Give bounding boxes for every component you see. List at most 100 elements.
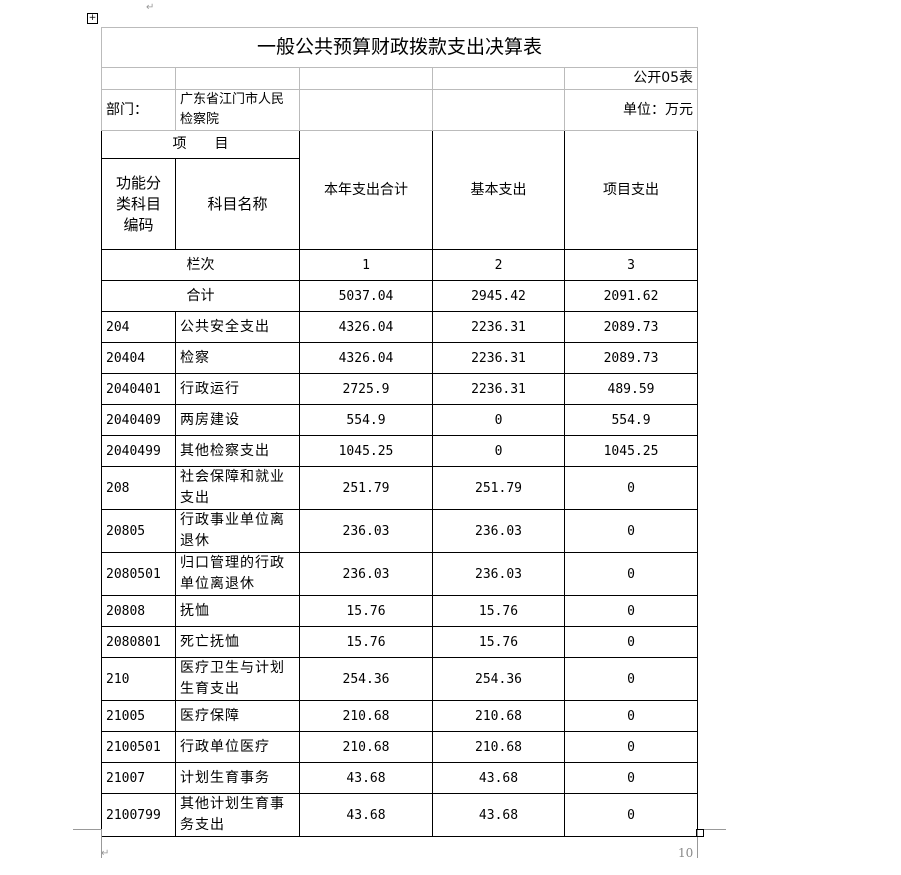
basic-cell: 15.76 <box>432 626 565 658</box>
paragraph-mark: ↵ <box>101 848 110 859</box>
table-move-handle[interactable]: + <box>87 13 98 24</box>
table-resize-handle[interactable] <box>696 829 704 837</box>
code-cell: 20404 <box>101 342 176 374</box>
project-cell: 2089.73 <box>563 342 699 374</box>
total-cell: 210.68 <box>299 731 433 763</box>
project-cell: 0 <box>563 626 699 658</box>
basic-cell: 0 <box>432 435 565 467</box>
name-cell: 行政运行 <box>175 373 300 405</box>
project-cell: 0 <box>563 595 699 627</box>
name-cell: 死亡抚恤 <box>175 626 300 658</box>
basic-cell: 254.36 <box>432 657 565 701</box>
code-cell: 2040499 <box>101 435 176 467</box>
table-row: 204 公共安全支出 4326.04 2236.31 2089.73 <box>101 311 699 343</box>
code-cell: 208 <box>101 466 176 510</box>
total-cell: 210.68 <box>299 700 433 732</box>
project-cell: 0 <box>563 657 699 701</box>
table-row: 2080801 死亡抚恤 15.76 15.76 0 <box>101 626 699 658</box>
table-row: 210 医疗卫生与计划生育支出 254.36 254.36 0 <box>101 657 699 701</box>
page-corner-right <box>697 829 726 858</box>
table-row: 2040401 行政运行 2725.9 2236.31 489.59 <box>101 373 699 405</box>
basic-cell: 43.68 <box>432 762 565 794</box>
basic-cell: 0 <box>432 404 565 436</box>
code-cell: 20805 <box>101 509 176 553</box>
project-cell: 0 <box>563 762 699 794</box>
table-row: 20404 检察 4326.04 2236.31 2089.73 <box>101 342 699 374</box>
project-cell: 0 <box>563 552 699 596</box>
table-row: 2040499 其他检察支出 1045.25 0 1045.25 <box>101 435 699 467</box>
budget-table: 一般公共预算财政拨款支出决算表 公开05表 部门： 广东省江门市人民检察院 单位：万… <box>100 27 699 837</box>
table-row: 2100799 其他计划生育事务支出 43.68 43.68 0 <box>101 793 699 837</box>
header-basic: 基本支出 <box>432 130 565 250</box>
project-cell: 0 <box>563 700 699 732</box>
header-code: 功能分类科目编码 <box>101 158 176 250</box>
name-cell: 社会保障和就业支出 <box>175 466 300 510</box>
table-row: 208 社会保障和就业支出 251.79 251.79 0 <box>101 466 699 510</box>
code-cell: 21007 <box>101 762 176 794</box>
project-cell: 0 <box>563 731 699 763</box>
project-cell: 0 <box>563 466 699 510</box>
col-index-2: 2 <box>432 249 565 281</box>
page-corner-left <box>73 829 102 858</box>
total-cell: 236.03 <box>299 509 433 553</box>
total-cell: 251.79 <box>299 466 433 510</box>
sum-total: 5037.04 <box>299 280 433 312</box>
basic-cell: 236.03 <box>432 552 565 596</box>
name-cell: 其他计划生育事务支出 <box>175 793 300 837</box>
basic-cell: 251.79 <box>432 466 565 510</box>
basic-cell: 15.76 <box>432 595 565 627</box>
total-cell: 15.76 <box>299 595 433 627</box>
total-cell: 4326.04 <box>299 342 433 374</box>
name-cell: 两房建设 <box>175 404 300 436</box>
basic-cell: 2236.31 <box>432 311 565 343</box>
table-row: 20808 抚恤 15.76 15.76 0 <box>101 595 699 627</box>
total-cell: 43.68 <box>299 793 433 837</box>
table-row: 20805 行政事业单位离退休 236.03 236.03 0 <box>101 509 699 553</box>
table-row: 2080501 归口管理的行政单位离退休 236.03 236.03 0 <box>101 552 699 596</box>
total-cell: 2725.9 <box>299 373 433 405</box>
code-cell: 204 <box>101 311 176 343</box>
project-cell: 554.9 <box>563 404 699 436</box>
project-cell: 0 <box>563 793 699 837</box>
total-cell: 254.36 <box>299 657 433 701</box>
project-cell: 1045.25 <box>563 435 699 467</box>
name-cell: 公共安全支出 <box>175 311 300 343</box>
total-cell: 4326.04 <box>299 311 433 343</box>
project-cell: 489.59 <box>563 373 699 405</box>
header-item: 项 目 <box>101 130 300 159</box>
code-cell: 2080801 <box>101 626 176 658</box>
code-cell: 21005 <box>101 700 176 732</box>
name-cell: 行政单位医疗 <box>175 731 300 763</box>
header-project: 项目支出 <box>563 130 699 250</box>
page-number: 10 <box>678 846 694 860</box>
total-cell: 15.76 <box>299 626 433 658</box>
name-cell: 行政事业单位离退休 <box>175 509 300 553</box>
total-cell: 43.68 <box>299 762 433 794</box>
name-cell: 归口管理的行政单位离退休 <box>175 552 300 596</box>
basic-cell: 2236.31 <box>432 373 565 405</box>
col-index-label: 栏次 <box>101 249 300 281</box>
total-cell: 1045.25 <box>299 435 433 467</box>
name-cell: 计划生育事务 <box>175 762 300 794</box>
basic-cell: 236.03 <box>432 509 565 553</box>
col-index-1: 1 <box>299 249 433 281</box>
sum-project: 2091.62 <box>563 280 699 312</box>
table-row: 21005 医疗保障 210.68 210.68 0 <box>101 700 699 732</box>
table-row: 2100501 行政单位医疗 210.68 210.68 0 <box>101 731 699 763</box>
table-number: 公开05表 <box>563 67 699 90</box>
total-cell: 236.03 <box>299 552 433 596</box>
code-cell: 2040409 <box>101 404 176 436</box>
name-cell: 检察 <box>175 342 300 374</box>
table-row: 21007 计划生育事务 43.68 43.68 0 <box>101 762 699 794</box>
basic-cell: 43.68 <box>432 793 565 837</box>
project-cell: 2089.73 <box>563 311 699 343</box>
name-cell: 抚恤 <box>175 595 300 627</box>
code-cell: 2080501 <box>101 552 176 596</box>
header-total: 本年支出合计 <box>299 130 433 250</box>
sum-label: 合计 <box>101 280 300 312</box>
code-cell: 20808 <box>101 595 176 627</box>
dept-label: 部门： <box>101 89 176 131</box>
dept-value: 广东省江门市人民检察院 <box>175 89 300 131</box>
project-cell: 0 <box>563 509 699 553</box>
code-cell: 210 <box>101 657 176 701</box>
